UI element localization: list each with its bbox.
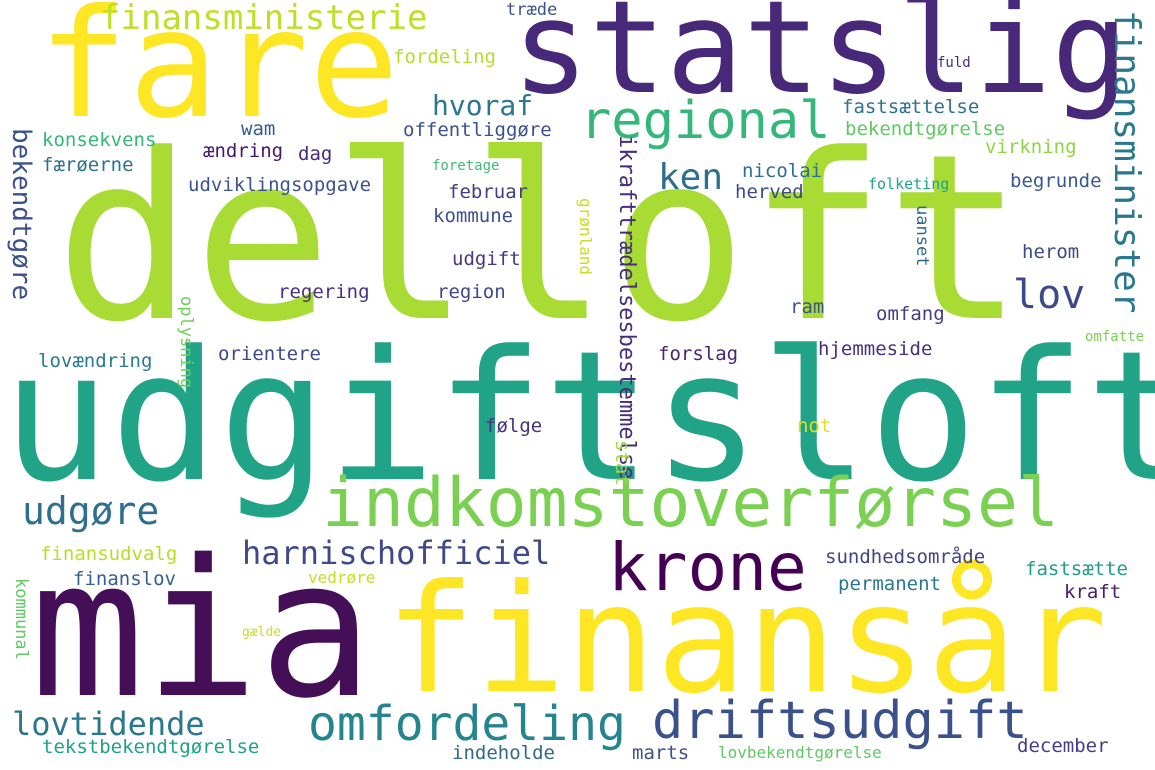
word-region: region: [437, 281, 506, 303]
word-aendring: ændring: [203, 140, 284, 162]
word-marts: marts: [632, 742, 690, 764]
word-bekendtgorelse: bekendtgørelse: [845, 118, 1006, 140]
word-wam: wam: [241, 118, 276, 140]
word-kommunal: kommunal: [11, 578, 31, 660]
word-delloft: delloft: [55, 106, 1025, 373]
word-kommune: kommune: [433, 205, 514, 227]
word-bekendtgore: bekendtgøre: [6, 128, 36, 301]
word-gronland: grønland: [576, 198, 595, 276]
word-stat: stat: [611, 440, 633, 486]
word-folketing: folketing: [868, 175, 950, 193]
word-fastsaette: fastsætte: [1025, 558, 1128, 580]
word-hjemmeside: hjemmeside: [818, 338, 933, 360]
word-finansminister: finansminister: [1106, 10, 1147, 314]
word-udgift: udgift: [452, 248, 521, 270]
word-finanslov: finanslov: [73, 568, 176, 590]
word-driftsudgift: driftsudgift: [652, 691, 1028, 751]
word-regional: regional: [580, 91, 831, 151]
word-forslag: forslag: [658, 343, 739, 365]
word-lovbekendtgorelse: lovbekendtgørelse: [718, 743, 882, 762]
word-folge: følge: [485, 415, 543, 437]
word-dag: dag: [298, 143, 333, 165]
word-finansudvalg: finansudvalg: [40, 543, 178, 565]
word-udgiftsloft: udgiftsloft: [2, 313, 1155, 522]
word-februar: februar: [448, 181, 529, 203]
word-udviklingsopgave: udviklingsopgave: [188, 174, 372, 196]
word-december: december: [1017, 735, 1109, 757]
word-krone: krone: [608, 529, 807, 606]
word-foretage: foretage: [432, 158, 500, 174]
word-mia: mia: [30, 519, 374, 740]
word-indkomstoverforsel: indkomstoverførsel: [322, 464, 1059, 543]
word-ram: ram: [790, 296, 825, 318]
word-fastsaettelse: fastsættelse: [842, 96, 980, 118]
word-hvoraf: hvoraf: [432, 89, 534, 122]
word-ikrafttraedelsesbestemmelse: ikrafttrædelsesbestemmelse: [614, 135, 639, 480]
word-kraft: kraft: [1064, 581, 1122, 603]
word-uanset: uanset: [912, 205, 932, 267]
word-indeholde: indeholde: [452, 742, 555, 764]
word-vedrore: vedrøre: [308, 568, 376, 587]
word-ken: ken: [658, 157, 724, 198]
word-fordeling: fordeling: [393, 46, 496, 68]
word-fuld: fuld: [937, 55, 971, 71]
word-gaelde: gælde: [242, 625, 282, 640]
word-offentliggore: offentliggøre: [403, 119, 552, 141]
word-faeroerne: færøerne: [42, 154, 134, 176]
word-not: not: [797, 415, 832, 437]
word-begrunde: begrunde: [1010, 170, 1102, 192]
word-herved: herved: [735, 181, 804, 203]
word-statslig: statslig: [512, 0, 1129, 123]
word-omfordeling: omfordeling: [308, 696, 626, 752]
word-sundhedsomrade: sundhedsområde: [825, 546, 986, 568]
word-herom: herom: [1022, 241, 1080, 263]
word-finansministerie: finansministerie: [100, 0, 428, 38]
word-lovaendring: lovændring: [38, 350, 153, 372]
word-omfatte: omfatte: [1085, 329, 1145, 345]
word-fare: fare: [38, 0, 400, 152]
word-finansar: finansår: [385, 553, 1108, 727]
word-orientere: orientere: [218, 343, 321, 365]
word-omfang: omfang: [876, 303, 945, 325]
word-permanent: permanent: [838, 573, 941, 595]
word-udgore: udgøre: [22, 489, 160, 533]
word-tekstbekendtgorelse: tekstbekendtgørelse: [42, 736, 260, 758]
word-lovtidende: lovtidende: [12, 705, 205, 743]
word-oplysning: oplysning: [176, 296, 196, 389]
word-virkning: virkning: [985, 136, 1077, 158]
word-harnischofficiel: harnischofficiel: [242, 534, 551, 572]
word-traede: træde: [506, 0, 558, 20]
word-lov: lov: [1013, 272, 1086, 318]
word-konsekvens: konsekvens: [42, 129, 157, 151]
word-nicolai: nicolai: [742, 160, 823, 182]
word-regering: regering: [278, 281, 370, 303]
